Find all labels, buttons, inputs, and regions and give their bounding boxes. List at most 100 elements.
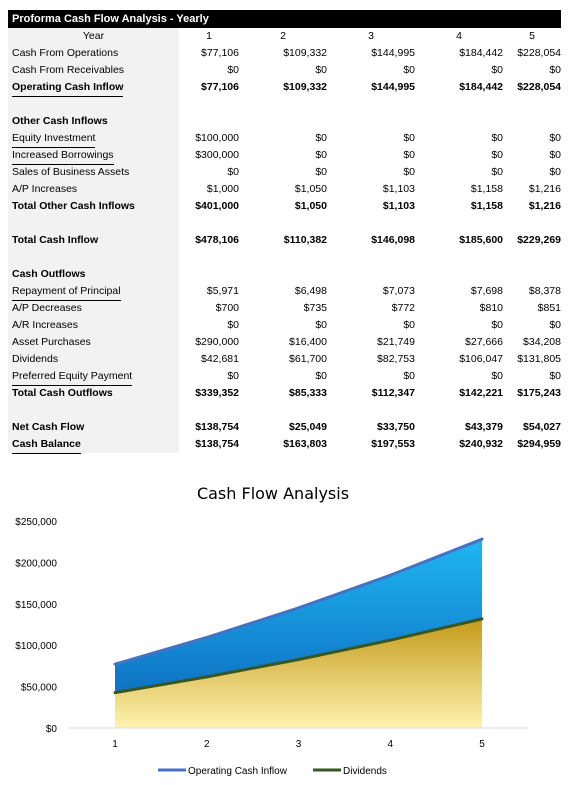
cell-year-5: $54,027 xyxy=(523,421,561,433)
row-label: Total Cash Inflow xyxy=(12,234,99,246)
row-label: Other Cash Inflows xyxy=(12,115,108,127)
x-tick-label: 1 xyxy=(112,739,118,750)
y-tick-label: $0 xyxy=(46,724,58,735)
cell-year-3: $197,553 xyxy=(371,438,415,450)
legend-label: Operating Cash Inflow xyxy=(188,766,288,777)
cell-year-5: $0 xyxy=(549,149,561,161)
row-label: Asset Purchases xyxy=(12,336,91,348)
y-tick-label: $50,000 xyxy=(21,683,58,694)
x-tick-label: 2 xyxy=(204,739,210,750)
cell-year-3: $112,347 xyxy=(371,387,415,399)
cell-year-4: $0 xyxy=(491,64,503,76)
row-label: Cash From Receivables xyxy=(12,64,125,76)
label-column-background xyxy=(8,28,179,453)
cell-year-2: $0 xyxy=(315,64,327,76)
cell-year-3: $0 xyxy=(403,370,415,382)
cell-year-2: $110,382 xyxy=(283,234,327,246)
table-row: Cash From Operations $77,106 $109,332 $144,… xyxy=(8,45,561,62)
cell-year-2: $0 xyxy=(315,132,327,144)
cell-year-2: $85,333 xyxy=(289,387,327,399)
year-2-header: 2 xyxy=(280,30,286,42)
legend-label: Dividends xyxy=(343,766,387,777)
cell-year-5: $228,054 xyxy=(517,81,561,93)
cell-year-3: $7,073 xyxy=(382,285,415,297)
cell-year-2: $1,050 xyxy=(294,200,327,212)
cell-year-1: $0 xyxy=(227,319,239,331)
cell-year-3: $33,750 xyxy=(377,421,415,433)
table-row: A/P Decreases $700 $735 $772 $810 $851 xyxy=(8,300,561,317)
cell-year-1: $339,352 xyxy=(195,387,239,399)
row-label: Repayment of Principal xyxy=(12,283,121,301)
table-row: Preferred Equity Payment $0 $0 $0 $0 $0 xyxy=(8,368,561,386)
cell-year-2: $0 xyxy=(315,370,327,382)
year-1-header: 1 xyxy=(206,30,212,42)
cash-flow-chart: Cash Flow Analysis $0 $50,000 $100,000 $150… xyxy=(0,470,571,785)
cell-year-2: $0 xyxy=(315,149,327,161)
y-tick-label: $150,000 xyxy=(15,600,57,611)
data-point xyxy=(480,617,484,621)
cell-year-2: $25,049 xyxy=(289,421,327,433)
table-row: Cash Outflows xyxy=(8,266,561,283)
table-row xyxy=(8,96,561,113)
cell-year-4: $43,379 xyxy=(465,421,503,433)
sheet-title: Proforma Cash Flow Analysis - Yearly xyxy=(8,10,561,28)
data-point xyxy=(388,638,392,642)
cell-year-5: $8,378 xyxy=(528,285,561,297)
table-row xyxy=(8,215,561,232)
cell-year-1: $77,106 xyxy=(201,81,239,93)
x-tick-label: 4 xyxy=(387,739,393,750)
cash-flow-table: Year 1 2 3 4 5 Cash From Operations $77,1… xyxy=(8,28,561,454)
cash-flow-sheet: Proforma Cash Flow Analysis - Yearly Yea… xyxy=(8,10,561,454)
x-axis: 1 2 3 4 5 xyxy=(112,739,485,750)
row-label: Total Other Cash Inflows xyxy=(12,200,135,212)
cell-year-5: $0 xyxy=(549,64,561,76)
cell-year-2: $1,050 xyxy=(294,183,327,195)
cell-year-2: $6,498 xyxy=(294,285,327,297)
cell-year-2: $735 xyxy=(303,302,327,314)
cell-year-4: $184,442 xyxy=(459,47,503,59)
data-point xyxy=(297,606,300,610)
cell-year-1: $1,000 xyxy=(206,183,239,195)
row-label: Equity Investment xyxy=(12,130,96,148)
row-label: Preferred Equity Payment xyxy=(12,368,133,386)
cell-year-5: $1,216 xyxy=(528,200,561,212)
cell-year-1: $138,754 xyxy=(195,421,239,433)
cell-year-4: $106,047 xyxy=(459,353,503,365)
cell-year-4: $0 xyxy=(491,166,503,178)
cell-year-4: $0 xyxy=(491,149,503,161)
cell-year-3: $21,749 xyxy=(377,336,415,348)
cell-year-1: $290,000 xyxy=(195,336,239,348)
cell-year-2: $163,803 xyxy=(283,438,327,450)
y-tick-label: $250,000 xyxy=(15,517,57,528)
table-row: Dividends $42,681 $61,700 $82,753 $106,047 $1… xyxy=(8,351,561,368)
cell-year-1: $5,971 xyxy=(206,285,239,297)
cell-year-1: $42,681 xyxy=(201,353,239,365)
table-row: Repayment of Principal $5,971 $6,498 $7,073… xyxy=(8,283,561,301)
data-point xyxy=(297,657,300,661)
cell-year-5: $34,208 xyxy=(523,336,561,348)
year-5-header: 5 xyxy=(529,30,535,42)
table-row: Operating Cash Inflow $77,106 $109,332 $144… xyxy=(8,79,561,97)
table-row: Asset Purchases $290,000 $16,400 $21,749 $27… xyxy=(8,334,561,351)
cell-year-5: $851 xyxy=(537,302,561,314)
row-label: Increased Borrowings xyxy=(12,147,114,165)
cell-year-3: $772 xyxy=(391,302,415,314)
area-dividends xyxy=(115,618,482,728)
y-axis: $0 $50,000 $100,000 $150,000 $200,000 $250,00… xyxy=(15,517,57,735)
cell-year-3: $1,103 xyxy=(382,183,415,195)
cell-year-2: $109,332 xyxy=(283,47,327,59)
cell-year-1: $100,000 xyxy=(195,132,239,144)
row-label: Total Cash Outflows xyxy=(12,387,113,399)
cell-year-5: $0 xyxy=(549,166,561,178)
cell-year-4: $7,698 xyxy=(470,285,503,297)
cell-year-1: $700 xyxy=(215,302,239,314)
row-label: A/R Increases xyxy=(12,319,78,331)
cell-year-1: $138,754 xyxy=(195,438,239,450)
cell-year-5: $0 xyxy=(549,132,561,144)
table-body: Cash From Operations $77,106 $109,332 $144,… xyxy=(8,45,561,454)
cell-year-2: $0 xyxy=(315,319,327,331)
cell-year-4: $240,932 xyxy=(459,438,503,450)
row-label: Net Cash Flow xyxy=(12,421,85,433)
chart-title: Cash Flow Analysis xyxy=(197,484,349,503)
cell-year-1: $0 xyxy=(227,64,239,76)
